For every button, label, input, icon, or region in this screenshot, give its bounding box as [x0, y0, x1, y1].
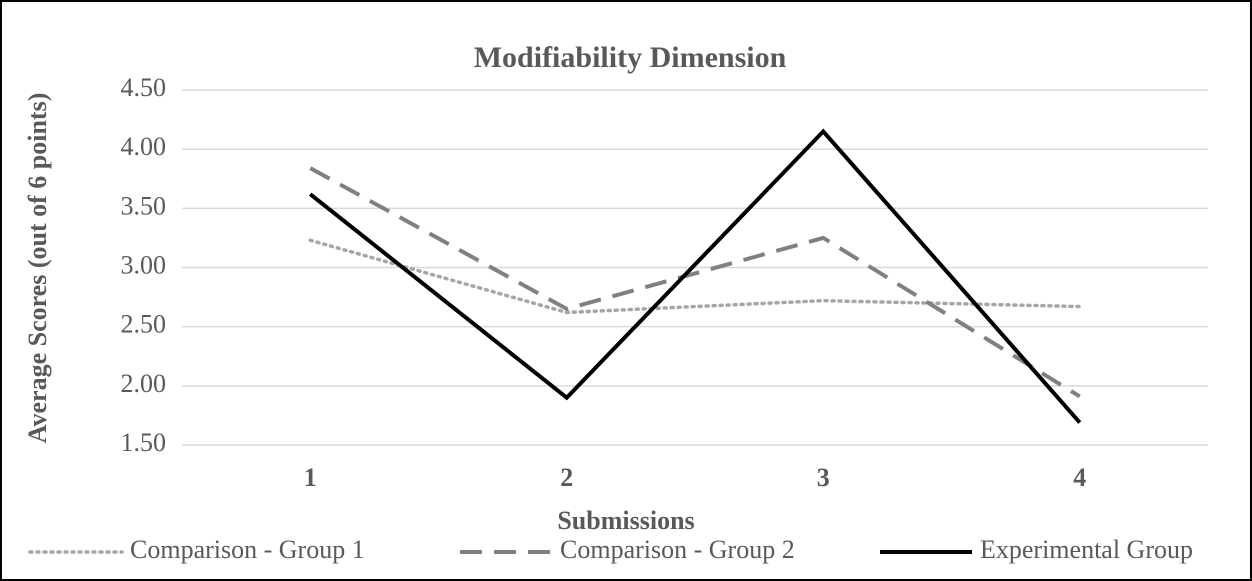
line-series — [308, 238, 1082, 315]
y-axis-label: Average Scores (out of 6 points) — [23, 93, 52, 444]
y-tick-label: 1.50 — [121, 428, 167, 457]
x-tick-label: 1 — [304, 463, 317, 492]
line-series — [309, 166, 1081, 399]
legend-label: Comparison - Group 1 — [130, 535, 365, 564]
x-axis-label: Submissions — [557, 506, 694, 535]
x-tick-label: 3 — [817, 463, 830, 492]
y-tick-label: 3.00 — [121, 250, 167, 279]
chart-title: Modifiability Dimension — [474, 41, 787, 74]
x-tick-label: 2 — [560, 463, 573, 492]
line-series — [309, 128, 1082, 424]
legend-label: Experimental Group — [980, 535, 1193, 564]
y-tick-label: 2.00 — [121, 369, 167, 398]
y-tick-label: 2.50 — [121, 310, 167, 339]
x-tick-label: 4 — [1073, 463, 1086, 492]
legend-label: Comparison - Group 2 — [560, 535, 795, 564]
y-tick-label: 4.50 — [121, 73, 167, 102]
y-tick-label: 3.50 — [121, 191, 167, 220]
y-tick-label: 4.00 — [121, 132, 167, 161]
